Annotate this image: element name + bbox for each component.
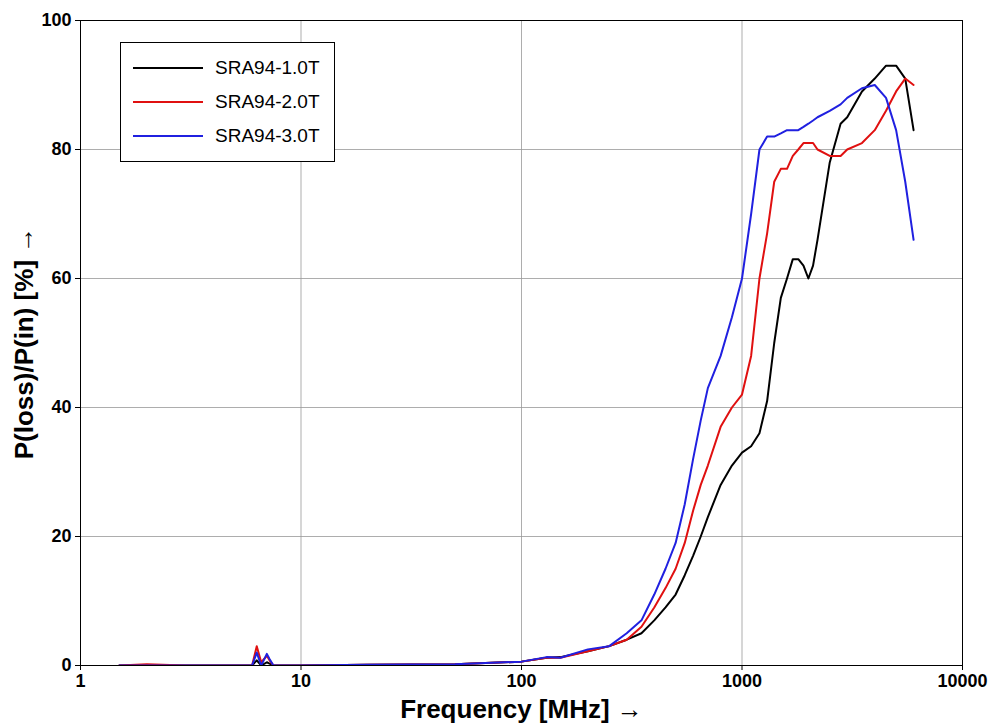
svg-text:20: 20 [51, 526, 71, 546]
html-text:SRA94-1.0T: SRA94-1.0T [215, 57, 320, 78]
svg-text:60: 60 [51, 268, 71, 288]
svg-text:100: 100 [506, 671, 536, 691]
svg-text:80: 80 [51, 139, 71, 159]
svg-text:0: 0 [61, 655, 71, 675]
svg-text:Frequency [MHz] →: Frequency [MHz] → [400, 694, 643, 724]
svg-text:1: 1 [75, 671, 85, 691]
svg-text:10000: 10000 [937, 671, 987, 691]
svg-text:10: 10 [291, 671, 311, 691]
svg-text:40: 40 [51, 397, 71, 417]
svg-text:1000: 1000 [722, 671, 762, 691]
html-text:SRA94-3.0T: SRA94-3.0T [215, 125, 320, 146]
html-text:SRA94-2.0T: SRA94-2.0T [215, 91, 320, 112]
svg-text:P(loss)/P(in) [%] →: P(loss)/P(in) [%] → [9, 227, 39, 460]
svg-text:100: 100 [41, 10, 71, 30]
